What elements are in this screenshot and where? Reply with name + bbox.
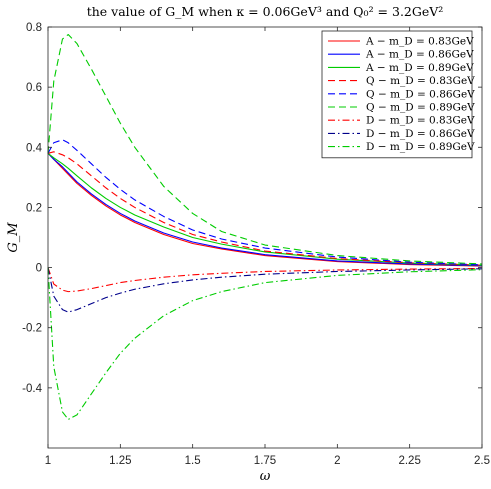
x-tick-label: 1.25	[109, 455, 131, 467]
y-tick-label: 0.6	[26, 82, 42, 94]
chart-title: the value of G_M when κ = 0.06GeV³ and Q…	[87, 4, 444, 19]
series-line-9	[47, 267, 483, 420]
x-tick-label: 1.5	[185, 455, 201, 467]
y-tick-label: 0.8	[26, 22, 42, 34]
x-axis-label: ω	[260, 469, 271, 484]
y-tick-label: -0.2	[22, 323, 42, 335]
legend-label-9: D − m_D = 0.89GeV	[366, 141, 475, 153]
series-line-7	[47, 267, 483, 293]
x-tick-label: 2	[334, 455, 340, 467]
series-line-5	[47, 139, 483, 266]
legend-label-3: A − m_D = 0.89GeV	[365, 62, 474, 74]
legend-label-8: D − m_D = 0.86GeV	[366, 128, 475, 140]
y-axis-label: G_M	[6, 222, 21, 253]
legend-label-1: A − m_D = 0.83GeV	[365, 36, 474, 48]
chart-title-text: the value of G_M when κ = 0.06GeV³ and Q…	[87, 4, 444, 19]
series-line-2	[47, 152, 483, 267]
legend-label-6: Q − m_D = 0.89GeV	[366, 102, 475, 114]
series-line-3	[47, 152, 483, 266]
x-tick-label: 2.25	[398, 455, 420, 467]
series-line-1	[47, 152, 483, 267]
series-line-4	[47, 151, 483, 266]
x-tick-label: 1	[45, 455, 51, 467]
series-group	[47, 33, 483, 420]
x-tick-label: 1.75	[254, 455, 276, 467]
y-tick-label: 0.4	[26, 142, 43, 154]
legend-label-4: Q − m_D = 0.83GeV	[366, 75, 475, 87]
x-tick-label: 2.5	[474, 455, 490, 467]
legend-label-2: A − m_D = 0.86GeV	[365, 49, 474, 61]
y-tick-label: -0.4	[22, 383, 42, 395]
legend-label-5: Q − m_D = 0.86GeV	[366, 88, 475, 100]
series-line-8	[47, 267, 483, 313]
axes: 1 1.25 1.5 1.75 2 2.25 2.5 0.8 0.6 0.4 0.2 0 -0.2 -0.…	[6, 22, 490, 484]
y-tick-label: 0.2	[26, 202, 42, 214]
legend-label-7: D − m_D = 0.83GeV	[366, 115, 475, 127]
y-tick-label: 0	[36, 263, 42, 275]
legend-box	[321, 30, 473, 159]
